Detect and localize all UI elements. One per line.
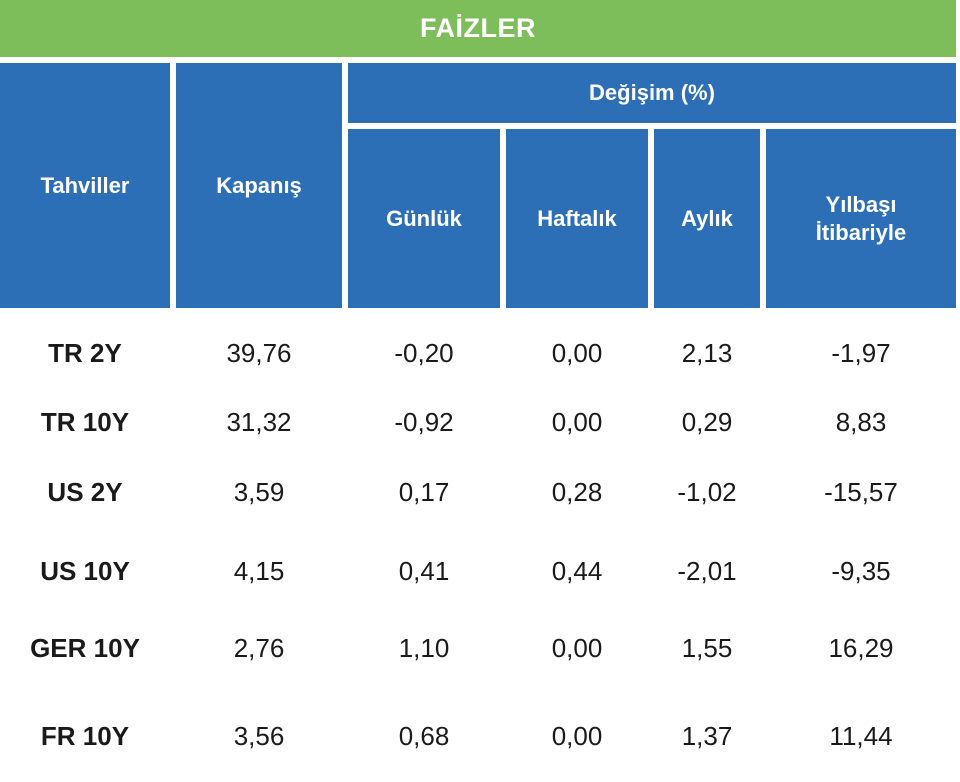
ytd-change: 11,44 [829, 720, 893, 751]
monthly-change: 2,13 [681, 337, 733, 368]
close-value: 31,32 [226, 406, 292, 437]
daily-change: 0,17 [398, 476, 450, 507]
table-row: US 2Y 3,59 0,17 0,28 -1,02 -15,57 [0, 461, 956, 523]
close-value: 3,56 [233, 720, 285, 751]
daily-change: 0,68 [398, 720, 450, 751]
close-value: 4,15 [233, 555, 285, 586]
ytd-change: -1,97 [831, 337, 891, 368]
weekly-change: 0,00 [551, 406, 603, 437]
table-row: FR 10Y 3,56 0,68 0,00 1,37 11,44 [0, 705, 956, 767]
ytd-change: 8,83 [835, 406, 887, 437]
header-monthly: Aylık [654, 129, 760, 308]
header-close: Kapanış [176, 63, 342, 308]
ytd-change: -15,57 [824, 476, 898, 507]
bond-name: TR 10Y [40, 406, 130, 437]
bond-name: TR 2Y [48, 337, 122, 368]
table-row: GER 10Y 2,76 1,10 0,00 1,55 16,29 [0, 617, 956, 679]
close-value: 3,59 [233, 476, 285, 507]
bond-name: GER 10Y [30, 632, 140, 663]
bond-name: FR 10Y [40, 720, 130, 751]
monthly-change: -1,02 [677, 476, 737, 507]
daily-change: -0,92 [394, 406, 454, 437]
monthly-change: 1,55 [681, 632, 733, 663]
weekly-change: 0,00 [551, 720, 603, 751]
table-row: TR 10Y 31,32 -0,92 0,00 0,29 8,83 [0, 391, 956, 453]
header-ytd-line1: Yılbaşı [825, 192, 897, 217]
table-row: TR 2Y 39,76 -0,20 0,00 2,13 -1,97 [0, 322, 956, 384]
header-weekly: Haftalık [506, 129, 648, 308]
table-row: US 10Y 4,15 0,41 0,44 -2,01 -9,35 [0, 540, 956, 602]
close-value: 39,76 [226, 337, 292, 368]
header-ytd-line2: İtibariyle [815, 219, 907, 245]
bond-name: US 10Y [40, 555, 130, 586]
daily-change: 0,41 [398, 555, 450, 586]
close-value: 2,76 [233, 632, 285, 663]
ytd-change: 16,29 [828, 632, 894, 663]
ytd-change: -9,35 [831, 555, 891, 586]
table-title: FAİZLER [0, 0, 956, 57]
monthly-change: -2,01 [677, 555, 737, 586]
daily-change: 1,10 [398, 632, 450, 663]
daily-change: -0,20 [394, 337, 454, 368]
weekly-change: 0,00 [551, 632, 603, 663]
bond-name: US 2Y [47, 476, 123, 507]
header-change-group: Değişim (%) [348, 63, 956, 123]
header-ytd: Yılbaşı İtibariyle [766, 129, 956, 308]
header-bonds: Tahviller [0, 63, 170, 308]
weekly-change: 0,00 [551, 337, 603, 368]
weekly-change: 0,44 [551, 555, 603, 586]
header-daily: Günlük [348, 129, 500, 308]
monthly-change: 0,29 [681, 406, 733, 437]
monthly-change: 1,37 [681, 720, 733, 751]
weekly-change: 0,28 [551, 476, 603, 507]
